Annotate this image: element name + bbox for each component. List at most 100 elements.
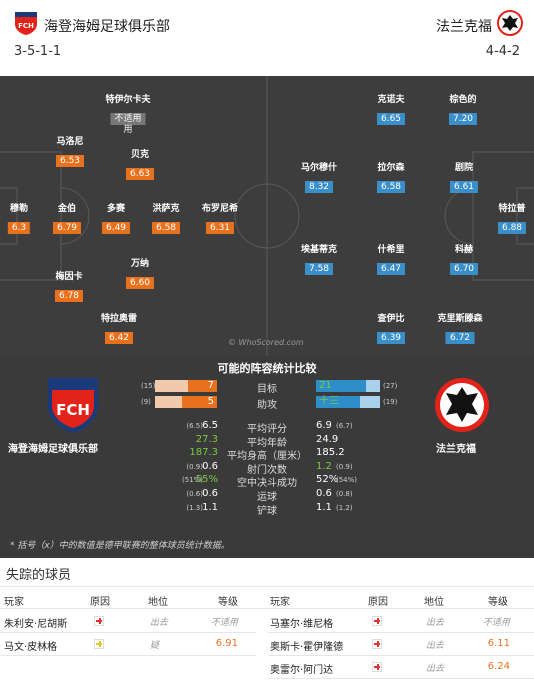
missing-players: 失踪的球员 玩家 原因 地位 等级 玩家 原因 地位 等级 朱利安·尼胡斯 出去不… <box>0 558 534 692</box>
missing-player-name[interactable]: 奥雷尔·阿门达 <box>270 665 334 676</box>
missing-player-status: 出去 <box>426 664 445 674</box>
goals-away-bar <box>316 380 366 392</box>
stat-home-value: 55% <box>195 474 218 485</box>
col-rating: 等级 <box>218 597 238 608</box>
missing-player-rating: 6.11 <box>487 638 510 649</box>
away-player[interactable]: 棕色的 7.20 <box>448 95 478 125</box>
assists-away-value: 十三 <box>319 396 339 407</box>
away-player[interactable]: 剧院 6.61 <box>449 162 479 193</box>
stat-label: 运球 <box>257 492 277 503</box>
away-player[interactable]: 克里斯滕森 6.72 <box>437 314 483 344</box>
home-player[interactable]: 梅因卡 6.78 <box>54 272 84 302</box>
stat-away-value: 52% <box>316 474 339 485</box>
svg-text:FCH: FCH <box>18 22 34 30</box>
missing-player-rating: 不适用 <box>482 618 510 628</box>
home-player[interactable]: 金伯 6.79 <box>52 203 82 234</box>
goals-label: 目标 <box>257 384 277 395</box>
assists-label: 助攻 <box>257 400 277 411</box>
away-team-label: 法兰克福 <box>436 444 476 455</box>
missing-player-status: 出去 <box>426 641 445 651</box>
goals-home-bar-track: 7 <box>155 380 217 392</box>
missing-player-name[interactable]: 马文·皮林格 <box>4 642 58 653</box>
stat-away-league: (6.7) <box>336 422 353 430</box>
home-player[interactable]: 万纳 6.60 <box>125 258 155 289</box>
away-player[interactable]: 马尔穆什 8.32 <box>300 163 338 193</box>
injury-icon <box>372 616 382 626</box>
assists-away-bar-track: 十三 <box>316 396 380 408</box>
assists-home-league: (9) <box>141 398 151 406</box>
pitch-lines <box>0 76 534 356</box>
away-player[interactable]: 科赫 6.70 <box>449 244 479 275</box>
home-formation: 3-5-1-1 <box>14 44 62 59</box>
home-player[interactable]: 特伊尔卡夫 不适用 用 <box>105 95 151 135</box>
missing-player-name[interactable]: 奥斯卡·霍伊隆德 <box>270 642 344 653</box>
missing-player-name[interactable]: 朱利安·尼胡斯 <box>4 619 68 630</box>
stat-home-league: (0.6) <box>186 490 203 498</box>
stat-away-league: (0.8) <box>336 490 353 498</box>
frankfurt-crest-icon <box>435 378 489 432</box>
stat-away-league: (0.9) <box>336 463 353 471</box>
comparison-title: 可能的阵容统计比较 <box>217 362 317 375</box>
goals-away-bar-track: 21 <box>316 380 380 392</box>
stat-home-value: 187.3 <box>189 447 218 458</box>
away-player[interactable]: 特拉普 6.88 <box>497 204 527 234</box>
pitch: 特伊尔卡夫 不适用 用 马洛尼 6.53 贝克 6.63 穆勒 6.3 金伯 6… <box>0 76 534 356</box>
stat-away-value: 24.9 <box>316 434 339 445</box>
stat-away-value: 1.2 <box>316 461 332 472</box>
missing-player-rating: 6.91 <box>215 638 238 649</box>
away-player[interactable]: 拉尔森 6.58 <box>376 163 406 193</box>
stat-home-value: 6.5 <box>202 420 218 431</box>
home-team-name[interactable]: 海登海姆足球俱乐部 <box>44 19 170 35</box>
stat-label: 铲球 <box>257 506 277 517</box>
col-reason: 原因 <box>90 597 110 608</box>
stat-home-league: (51%) <box>181 476 203 484</box>
missing-title: 失踪的球员 <box>6 568 72 583</box>
home-player[interactable]: 洪萨克 6.58 <box>151 204 181 234</box>
footnote: * 括号（x）中的数值是德甲联赛的整体球员统计数据。 <box>10 541 230 551</box>
home-player[interactable]: 多赛 6.49 <box>101 203 131 234</box>
col-position-away: 地位 <box>424 597 444 608</box>
home-player[interactable]: 穆勒 6.3 <box>7 203 31 234</box>
stat-home-value: 27.3 <box>195 434 218 445</box>
stat-away-value: 0.6 <box>316 488 332 499</box>
stat-away-league: (1.2) <box>336 504 353 512</box>
goals-away-league: (27) <box>383 382 398 390</box>
col-position: 地位 <box>148 597 168 608</box>
missing-player-rating: 6.24 <box>487 661 510 672</box>
missing-player-rating: 不适用 <box>210 618 238 628</box>
stat-home-league: (6.5) <box>186 422 203 430</box>
away-team-name[interactable]: 法兰克福 <box>436 19 492 35</box>
home-player[interactable]: 特拉奥雷 6.42 <box>100 314 138 344</box>
assists-home-value: 5 <box>207 396 214 407</box>
missing-player-name[interactable]: 马塞尔·维尼格 <box>270 619 334 630</box>
stat-away-value: 185.2 <box>316 447 345 458</box>
assists-home-bar-track: 5 <box>155 396 217 408</box>
home-team-label: 海登海姆足球俱乐部 <box>8 444 98 455</box>
stat-label: 平均评分 <box>247 424 287 435</box>
col-rating-away: 等级 <box>488 597 508 608</box>
away-player[interactable]: 克诺夫 6.65 <box>376 95 406 125</box>
away-player[interactable]: 查伊比 6.39 <box>376 314 406 344</box>
stat-label: 平均身高（厘米） <box>227 451 307 462</box>
away-player[interactable]: 什希里 6.47 <box>376 245 406 275</box>
stat-away-league: (54%) <box>336 476 358 484</box>
stat-home-league: (1.3) <box>186 504 203 512</box>
stat-home-value: 0.6 <box>202 461 218 472</box>
watermark: © WhoScored.com <box>228 338 304 347</box>
lineup-comparison: 可能的阵容统计比较 FCH 海登海姆足球俱乐部 法兰克福 (15) 7 目标 2… <box>0 356 534 558</box>
assists-away-bar <box>316 396 360 408</box>
stat-home-value: 1.1 <box>202 502 218 513</box>
home-player[interactable]: 马洛尼 6.53 <box>55 137 85 167</box>
stat-label: 空中决斗成功 <box>237 478 297 489</box>
stat-home-value: 0.6 <box>202 488 218 499</box>
home-player[interactable]: 贝克 6.63 <box>125 149 155 180</box>
home-player[interactable]: 布罗尼希 6.31 <box>201 204 239 234</box>
stat-label: 平均年龄 <box>247 438 287 449</box>
goals-home-league: (15) <box>141 382 156 390</box>
frankfurt-crest-icon <box>497 10 523 36</box>
injury-icon <box>372 662 382 672</box>
stat-away-value: 1.1 <box>316 502 332 513</box>
away-player[interactable]: 埃基蒂克 7.58 <box>300 245 338 275</box>
goals-home-value: 7 <box>207 380 214 391</box>
stat-label: 射门次数 <box>247 465 287 476</box>
